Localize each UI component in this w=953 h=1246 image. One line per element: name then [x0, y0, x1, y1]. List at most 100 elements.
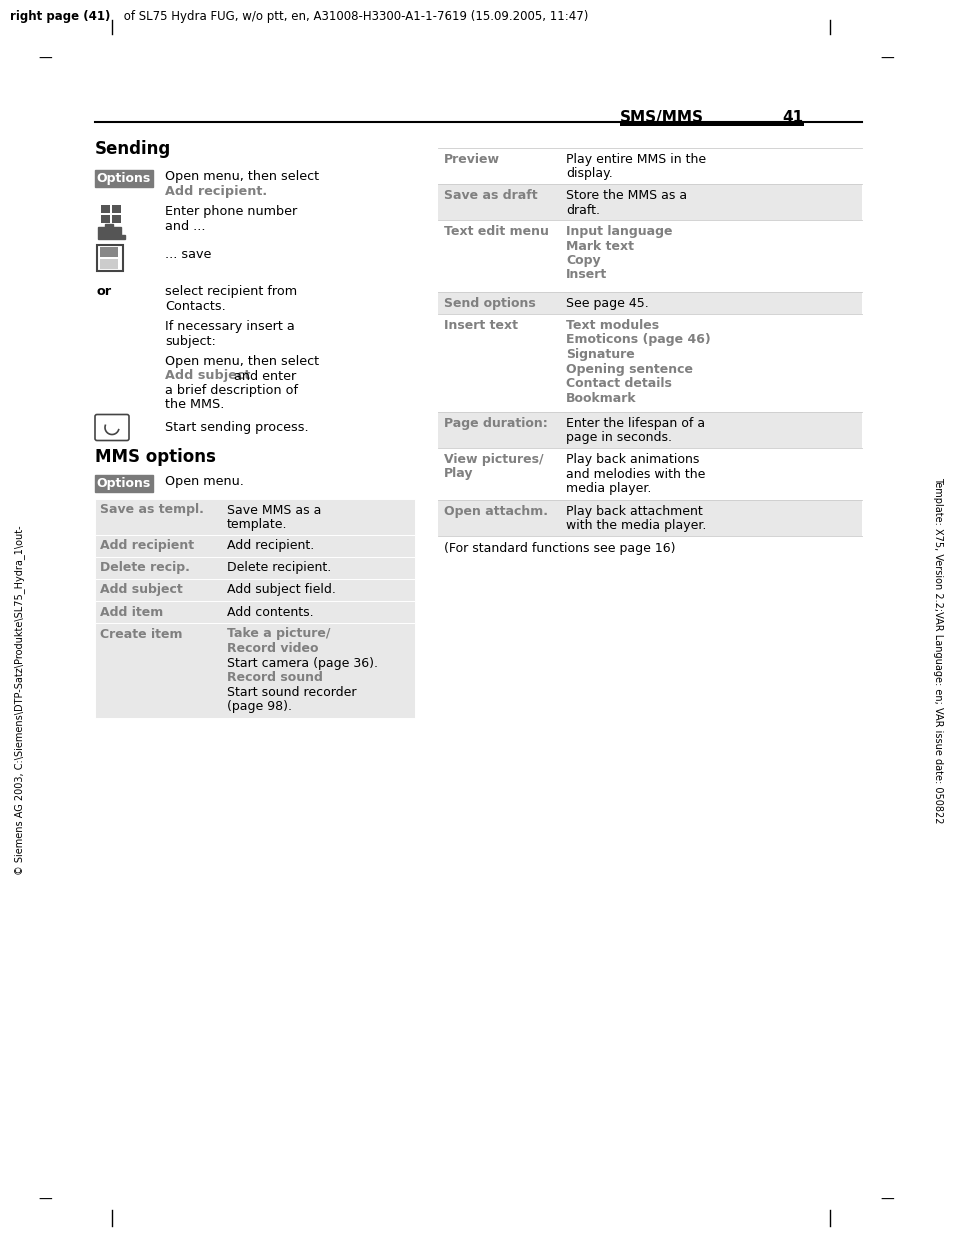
Text: ... save: ... save — [165, 248, 212, 260]
Text: Preview: Preview — [443, 153, 499, 166]
Bar — [101, 216, 110, 223]
FancyBboxPatch shape — [95, 475, 152, 491]
Bar — [437, 500, 862, 536]
Bar — [437, 221, 862, 292]
Text: Start sending process.: Start sending process. — [165, 420, 309, 434]
Bar — [95, 623, 415, 718]
Text: Add contents.: Add contents. — [227, 606, 314, 618]
Text: Add item: Add item — [100, 606, 163, 618]
Bar — [437, 449, 862, 500]
Text: Add recipient.: Add recipient. — [227, 540, 314, 552]
Bar — [112, 216, 121, 223]
Bar — [437, 292, 862, 314]
Text: display.: display. — [565, 167, 612, 181]
Text: Open menu, then select: Open menu, then select — [165, 169, 319, 183]
Text: Template: X75, Version 2.2;VAR Language: en; VAR issue date: 050822: Template: X75, Version 2.2;VAR Language:… — [932, 477, 942, 824]
Text: —: — — [879, 52, 893, 66]
Bar — [95, 535, 415, 557]
Text: the MMS.: the MMS. — [165, 399, 224, 411]
Text: right page (41): right page (41) — [10, 10, 111, 22]
Text: Sending: Sending — [95, 140, 172, 158]
Text: Add subject: Add subject — [165, 370, 250, 383]
Text: Open attachm.: Open attachm. — [443, 505, 547, 518]
Text: media player.: media player. — [565, 482, 651, 495]
Text: Add recipient.: Add recipient. — [165, 184, 267, 198]
Text: If necessary insert a: If necessary insert a — [165, 320, 294, 333]
Text: View pictures/: View pictures/ — [443, 454, 543, 466]
Text: Text modules: Text modules — [565, 319, 659, 331]
Bar — [437, 412, 862, 449]
Text: Save MMS as a: Save MMS as a — [227, 503, 321, 517]
Text: subject:: subject: — [165, 334, 215, 348]
Text: Add subject: Add subject — [100, 583, 183, 597]
Text: Insert text: Insert text — [443, 319, 517, 331]
Text: and melodies with the: and melodies with the — [565, 467, 704, 481]
Bar — [100, 259, 118, 269]
Text: MMS options: MMS options — [95, 449, 215, 466]
Text: or: or — [97, 285, 112, 298]
Text: Open menu.: Open menu. — [165, 475, 244, 487]
Text: Save as draft: Save as draft — [443, 189, 537, 202]
Text: Contacts.: Contacts. — [165, 299, 226, 313]
Text: Signature: Signature — [565, 348, 634, 361]
Polygon shape — [98, 224, 125, 239]
Text: Save as templ.: Save as templ. — [100, 503, 204, 517]
Text: —: — — [879, 1192, 893, 1207]
Bar — [112, 206, 121, 213]
Text: Input language: Input language — [565, 226, 672, 238]
Text: Play: Play — [443, 467, 473, 481]
Text: Store the MMS as a: Store the MMS as a — [565, 189, 686, 202]
Bar — [95, 601, 415, 623]
Text: Take a picture/: Take a picture/ — [227, 628, 330, 640]
Text: Create item: Create item — [100, 628, 182, 640]
Text: Emoticons (page 46): Emoticons (page 46) — [565, 334, 710, 346]
Text: Options: Options — [97, 172, 151, 184]
Text: Delete recipient.: Delete recipient. — [227, 562, 331, 574]
Text: Enter phone number: Enter phone number — [165, 206, 297, 218]
Text: 41: 41 — [781, 110, 802, 125]
Text: Page duration:: Page duration: — [443, 417, 547, 430]
Text: Contact details: Contact details — [565, 378, 671, 390]
Text: select recipient from: select recipient from — [165, 285, 296, 298]
Text: Play back attachment: Play back attachment — [565, 505, 702, 518]
Bar — [95, 557, 415, 578]
Text: Add recipient: Add recipient — [100, 540, 193, 552]
Text: Play back animations: Play back animations — [565, 454, 699, 466]
Text: Insert: Insert — [565, 268, 607, 282]
Text: Start camera (page 36).: Start camera (page 36). — [227, 657, 377, 669]
Text: —: — — [38, 1192, 51, 1207]
Text: Play entire MMS in the: Play entire MMS in the — [565, 153, 705, 166]
Bar — [95, 498, 415, 535]
Text: See page 45.: See page 45. — [565, 297, 648, 310]
Text: and enter: and enter — [230, 370, 296, 383]
Text: Delete recip.: Delete recip. — [100, 562, 190, 574]
Text: with the media player.: with the media player. — [565, 520, 705, 532]
Bar — [97, 245, 123, 270]
Text: and ...: and ... — [165, 219, 205, 233]
FancyBboxPatch shape — [95, 169, 152, 187]
Bar — [101, 206, 110, 213]
Text: Record sound: Record sound — [227, 672, 322, 684]
Bar — [95, 578, 415, 601]
Text: Send options: Send options — [443, 297, 536, 310]
Text: (For standard functions see page 16): (For standard functions see page 16) — [443, 542, 675, 554]
Text: Mark text: Mark text — [565, 239, 634, 253]
Bar — [437, 184, 862, 221]
Bar — [619, 122, 803, 126]
Text: Copy: Copy — [565, 254, 600, 267]
Text: (page 98).: (page 98). — [227, 700, 292, 713]
Text: © Siemens AG 2003, C:\Siemens\DTP-Satz\Produkte\SL75_Hydra_1\out-: © Siemens AG 2003, C:\Siemens\DTP-Satz\P… — [14, 525, 26, 875]
Text: template.: template. — [227, 518, 287, 531]
Text: Record video: Record video — [227, 642, 318, 655]
Text: draft.: draft. — [565, 203, 599, 217]
Text: Add subject field.: Add subject field. — [227, 583, 335, 597]
Text: —: — — [38, 52, 51, 66]
Text: SMS/MMS: SMS/MMS — [619, 110, 703, 125]
Text: Bookmark: Bookmark — [565, 391, 636, 405]
Bar — [437, 148, 862, 184]
Bar — [437, 314, 862, 412]
Text: a brief description of: a brief description of — [165, 384, 297, 397]
Text: Options: Options — [97, 476, 151, 490]
Bar — [100, 247, 118, 257]
Text: Text edit menu: Text edit menu — [443, 226, 548, 238]
